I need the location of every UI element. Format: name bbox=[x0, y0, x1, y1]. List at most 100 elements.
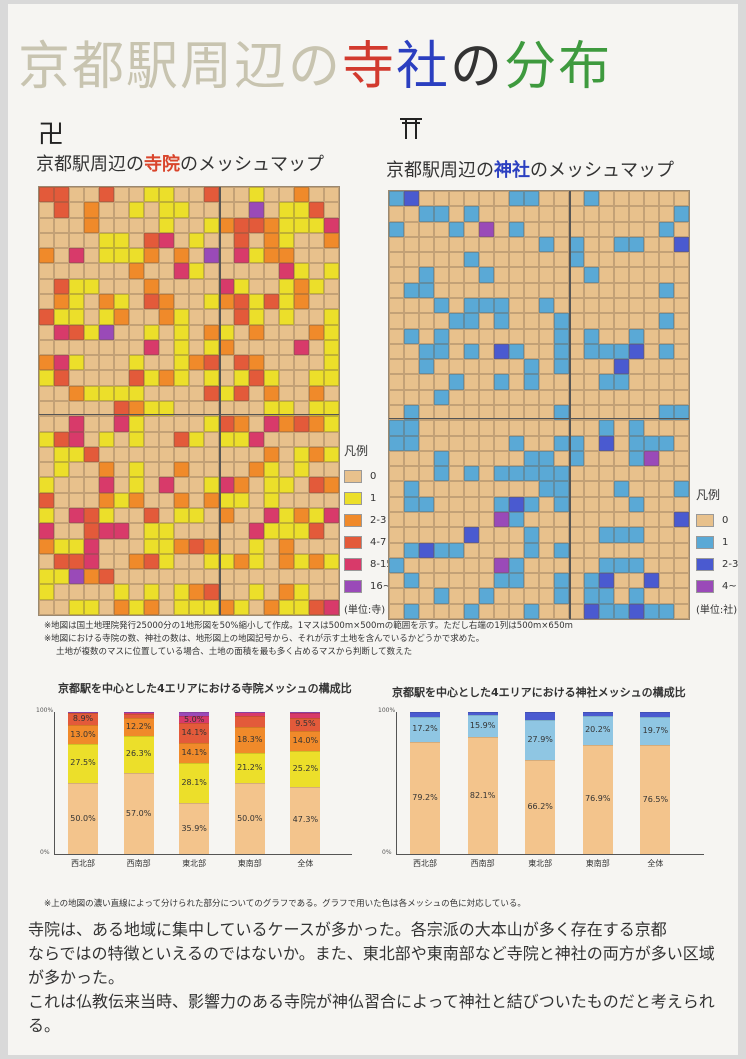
mesh-cell bbox=[449, 527, 464, 543]
mesh-cell bbox=[294, 569, 309, 585]
mesh-cell bbox=[539, 374, 554, 390]
mesh-cell bbox=[144, 431, 159, 447]
mesh-cell bbox=[39, 355, 54, 371]
mesh-cell bbox=[494, 481, 509, 497]
legend-label: 1 bbox=[370, 492, 377, 504]
mesh-cell bbox=[434, 573, 449, 589]
mesh-cell bbox=[659, 374, 674, 390]
mesh-cell bbox=[509, 557, 524, 574]
mesh-cell bbox=[54, 339, 69, 356]
mesh-cell bbox=[204, 324, 219, 340]
mesh-cell bbox=[234, 538, 249, 554]
mesh-cell bbox=[309, 508, 324, 524]
mesh-cell bbox=[84, 584, 99, 600]
mesh-cell bbox=[674, 588, 689, 604]
mesh-cell bbox=[404, 588, 419, 604]
mesh-cell bbox=[524, 420, 539, 436]
mesh-cell bbox=[174, 569, 189, 585]
bar-segment bbox=[290, 786, 321, 854]
mesh-cell bbox=[84, 324, 99, 340]
mesh-cell bbox=[644, 573, 659, 589]
mesh-cell bbox=[674, 420, 689, 436]
mesh-cell bbox=[54, 370, 69, 386]
mesh-cell bbox=[449, 389, 464, 405]
mesh-cell bbox=[659, 236, 674, 253]
mesh-cell bbox=[114, 232, 129, 249]
mesh-cell bbox=[159, 202, 174, 218]
mesh-cell bbox=[279, 477, 294, 493]
mesh-cell bbox=[404, 389, 419, 405]
bar-value-label: 79.2% bbox=[412, 792, 438, 802]
mesh-cell bbox=[174, 431, 189, 447]
mesh-cell bbox=[494, 603, 509, 619]
mesh-cell bbox=[449, 450, 464, 467]
legend-unit: (単位:社) bbox=[696, 605, 738, 616]
mesh-cell bbox=[524, 466, 539, 482]
mesh-cell bbox=[434, 435, 449, 451]
mesh-cell bbox=[99, 309, 114, 325]
mesh-cell bbox=[614, 359, 629, 375]
mesh-cell bbox=[39, 523, 54, 539]
mesh-cell bbox=[264, 248, 279, 264]
mesh-cell bbox=[389, 512, 404, 528]
mesh-cell bbox=[599, 313, 614, 329]
legend-label: 4~ bbox=[722, 580, 737, 592]
mesh-cell bbox=[539, 313, 554, 329]
mesh-cell bbox=[524, 298, 539, 314]
mesh-cell bbox=[494, 282, 509, 298]
mesh-cell bbox=[584, 435, 599, 451]
mesh-cell bbox=[614, 236, 629, 253]
mesh-cell bbox=[69, 385, 84, 401]
legend-item: 16~ bbox=[344, 575, 394, 597]
mesh-cell bbox=[174, 202, 189, 218]
mesh-cell bbox=[324, 294, 339, 310]
mesh-cell bbox=[204, 599, 219, 615]
mesh-cell bbox=[539, 389, 554, 405]
mesh-cell bbox=[99, 416, 114, 432]
mesh-cell bbox=[584, 343, 599, 360]
mesh-cell bbox=[294, 584, 309, 600]
mesh-cell bbox=[204, 446, 219, 463]
legend-unit: (単位:寺) bbox=[344, 605, 386, 616]
mesh-cell bbox=[434, 542, 449, 558]
mesh-cell bbox=[114, 278, 129, 294]
mesh-cell bbox=[84, 355, 99, 371]
mesh-cell bbox=[69, 523, 84, 539]
mesh-cell bbox=[114, 370, 129, 386]
mesh-cell bbox=[189, 462, 204, 478]
mesh-cell bbox=[479, 527, 494, 543]
mesh-cell bbox=[159, 309, 174, 325]
mesh-cell bbox=[524, 236, 539, 253]
mesh-cell bbox=[434, 343, 449, 360]
mesh-cell bbox=[449, 221, 464, 237]
x-category-label: 東南部 bbox=[585, 859, 610, 868]
mesh-cell bbox=[39, 599, 54, 615]
mesh-cell bbox=[114, 569, 129, 585]
mesh-cell bbox=[249, 324, 264, 340]
legend-swatch bbox=[696, 513, 714, 527]
mesh-cell bbox=[464, 313, 479, 329]
mesh-cell bbox=[39, 446, 54, 463]
mesh-cell bbox=[464, 359, 479, 375]
mesh-cell bbox=[39, 339, 54, 356]
mesh-cell bbox=[464, 527, 479, 543]
mesh-cell bbox=[674, 221, 689, 237]
mesh-cell bbox=[84, 462, 99, 478]
mesh-cell bbox=[84, 431, 99, 447]
mesh-cell bbox=[569, 206, 584, 222]
mesh-cell bbox=[479, 282, 494, 298]
mesh-cell bbox=[419, 496, 434, 512]
mesh-cell bbox=[389, 236, 404, 253]
mesh-cell bbox=[599, 405, 614, 421]
mesh-cell bbox=[569, 267, 584, 283]
mesh-cell bbox=[644, 282, 659, 298]
mesh-cell bbox=[644, 252, 659, 268]
mesh-cell bbox=[644, 542, 659, 558]
mesh-cell bbox=[219, 446, 234, 463]
mesh-cell bbox=[204, 385, 219, 401]
mesh-cell bbox=[569, 343, 584, 360]
mesh-cell bbox=[614, 496, 629, 512]
mesh-cell bbox=[404, 405, 419, 421]
mesh-cell bbox=[324, 508, 339, 524]
mesh-cell bbox=[69, 263, 84, 279]
